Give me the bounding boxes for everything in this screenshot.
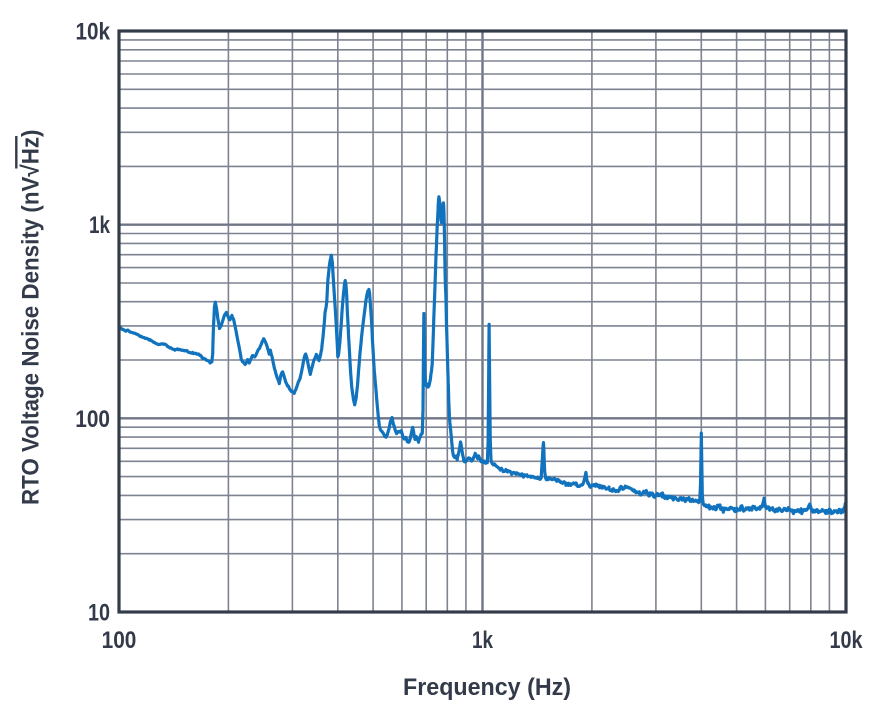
svg-text:10k: 10k [76, 19, 111, 46]
svg-text:10: 10 [88, 600, 110, 627]
svg-text:Frequency (Hz): Frequency (Hz) [403, 674, 571, 701]
svg-text:10k: 10k [830, 627, 864, 654]
svg-text:100: 100 [75, 406, 110, 433]
svg-text:100: 100 [102, 627, 137, 654]
svg-text:1k: 1k [472, 627, 494, 654]
svg-text:RTO Voltage Noise Density (nV√: RTO Voltage Noise Density (nV√Hz) [18, 130, 45, 506]
svg-text:1k: 1k [89, 212, 111, 239]
